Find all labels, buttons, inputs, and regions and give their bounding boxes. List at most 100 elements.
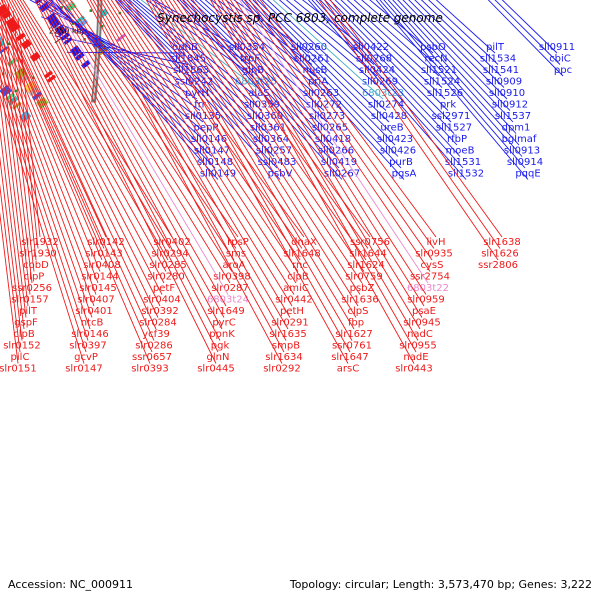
gene-label[interactable]: sms xyxy=(226,249,246,260)
gene-label[interactable]: slr0291 xyxy=(271,318,309,329)
gene-label[interactable]: slr0443 xyxy=(395,364,433,375)
gene-label[interactable]: sll0359 xyxy=(244,100,280,111)
gene-label[interactable]: sll1524 xyxy=(424,77,460,88)
gene-label[interactable]: frr xyxy=(194,100,206,111)
gene-label[interactable]: dpm1 xyxy=(502,123,531,134)
gene-label[interactable]: nadE xyxy=(403,352,428,363)
gene-label[interactable]: slr0407 xyxy=(77,295,115,306)
gene-label[interactable]: slr1932 xyxy=(21,237,59,248)
gene-label[interactable]: slr0404 xyxy=(143,295,181,306)
gene-label[interactable]: slr0287 xyxy=(211,283,249,294)
gene-label[interactable]: sll0428 xyxy=(371,111,407,122)
gene-label[interactable]: ureB xyxy=(380,123,403,134)
gene-label[interactable]: sll1532 xyxy=(448,169,484,180)
gene-label[interactable]: alaS xyxy=(248,88,269,99)
gene-label[interactable]: sll0266 xyxy=(318,146,354,157)
gene-label[interactable]: pepP xyxy=(194,123,219,134)
gene-label[interactable]: slr0408 xyxy=(83,260,121,271)
gene-label[interactable]: fbp xyxy=(348,318,364,329)
gene-label[interactable]: 6803t22 xyxy=(407,283,449,294)
gene-label[interactable]: slr0759 xyxy=(345,272,383,283)
gene-label[interactable]: sll0423 xyxy=(377,134,413,145)
gene-label[interactable]: ssr2754 xyxy=(410,272,450,283)
gene-label[interactable]: ssl0242 xyxy=(175,77,214,88)
gene-label[interactable]: slr0445 xyxy=(197,364,235,375)
gene-label[interactable]: sll0424 xyxy=(359,65,395,76)
gene-label[interactable]: psbZ xyxy=(350,283,375,294)
gene-label[interactable]: slr0959 xyxy=(407,295,445,306)
gene-label[interactable]: sll1526 xyxy=(427,88,463,99)
gene-label[interactable]: moeB xyxy=(446,146,475,157)
gene-label[interactable]: cobD xyxy=(23,260,49,271)
gene-label[interactable]: sll1521 xyxy=(421,65,457,76)
gene-label[interactable]: pilC xyxy=(11,352,30,363)
gene-label[interactable]: psaE xyxy=(412,306,436,317)
gene-label[interactable]: slr0146 xyxy=(71,329,109,340)
gene-label[interactable]: slr1930 xyxy=(19,249,57,260)
gene-label[interactable]: sll0274 xyxy=(368,100,404,111)
gene-label[interactable]: slr0147 xyxy=(65,364,103,375)
gene-label[interactable]: nusB xyxy=(303,65,328,76)
gene-label[interactable]: sll0272 xyxy=(306,100,342,111)
gene-label[interactable]: psbO xyxy=(420,42,446,53)
gene-label[interactable]: sll0135 xyxy=(185,111,221,122)
gene-label[interactable]: glnB xyxy=(242,65,264,76)
gene-label[interactable]: sll0273 xyxy=(309,111,345,122)
gene-label[interactable]: sll0911 xyxy=(539,42,575,53)
gene-label[interactable]: pgsA xyxy=(392,169,417,180)
gene-label[interactable]: rnc xyxy=(292,260,308,271)
gene-label[interactable]: sll1531 xyxy=(445,157,481,168)
gene-label[interactable]: slr1634 xyxy=(265,352,303,363)
gene-label[interactable]: slr0142 xyxy=(87,237,125,248)
gene-label[interactable]: slr0144 xyxy=(81,272,119,283)
gene-label[interactable]: slr0397 xyxy=(69,341,107,352)
gene-label[interactable]: arsC xyxy=(337,364,359,375)
gene-label[interactable]: slr1636 xyxy=(341,295,379,306)
gene-label[interactable]: ppnK xyxy=(209,329,235,340)
gene-label[interactable]: clpB xyxy=(13,329,35,340)
gene-label[interactable]: slr0284 xyxy=(139,318,177,329)
gene-label[interactable]: slr1638 xyxy=(483,237,521,248)
gene-label[interactable]: slr0285 xyxy=(149,260,187,271)
gene-label[interactable]: sll0913 xyxy=(504,146,540,157)
gene-label[interactable]: ssr0756 xyxy=(350,237,390,248)
gene-label[interactable]: ssr0256 xyxy=(12,283,52,294)
gene-label[interactable]: sll0910 xyxy=(489,88,525,99)
gene-label[interactable]: aroA xyxy=(223,260,246,271)
gene-label[interactable]: slr0401 xyxy=(75,306,113,317)
gene-label[interactable]: amiC xyxy=(283,283,309,294)
gene-label[interactable]: petH xyxy=(280,306,304,317)
gene-label[interactable]: slr0280 xyxy=(147,272,185,283)
gene-label[interactable]: sll0147 xyxy=(194,146,230,157)
gene-label[interactable]: pyrH xyxy=(185,88,209,99)
gene-label[interactable]: priA xyxy=(308,77,328,88)
gene-label[interactable]: ppc xyxy=(554,65,572,76)
gene-label[interactable]: sll0268 xyxy=(356,54,392,65)
gene-label[interactable]: 6803t24 xyxy=(207,295,249,306)
gene-label[interactable]: clpP xyxy=(24,272,45,283)
gene-label[interactable]: slr1626 xyxy=(481,249,519,260)
gene-label[interactable]: ssr0761 xyxy=(332,341,372,352)
gene-label[interactable]: cbiC xyxy=(549,54,571,65)
gene-label[interactable]: pilT xyxy=(486,42,505,53)
gene-label[interactable]: slr1627 xyxy=(335,329,373,340)
gene-label[interactable]: slr0152 xyxy=(3,341,41,352)
gene-label[interactable]: slr1649 xyxy=(207,306,245,317)
gene-label[interactable]: slr0935 xyxy=(415,249,453,260)
gene-label[interactable]: petF xyxy=(153,283,175,294)
gene-label[interactable]: slr0286 xyxy=(135,341,173,352)
gene-label[interactable]: sll0364 xyxy=(253,134,289,145)
gene-label[interactable]: clpB xyxy=(287,272,309,283)
gene-label[interactable]: ssl0483 xyxy=(258,157,297,168)
gene-label[interactable]: slr0157 xyxy=(11,295,49,306)
gene-label[interactable]: livH xyxy=(427,237,446,248)
gene-label[interactable]: ssr0657 xyxy=(132,352,172,363)
gene-label[interactable]: pgk xyxy=(211,341,230,352)
gene-label[interactable]: slr0143 xyxy=(85,249,123,260)
gene-label[interactable]: slr1647 xyxy=(331,352,369,363)
gene-label[interactable]: ycf39 xyxy=(142,329,170,340)
gene-label[interactable]: pqqE xyxy=(515,169,540,180)
gene-label[interactable]: gspF xyxy=(14,318,38,329)
gene-label[interactable]: slr0442 xyxy=(275,295,313,306)
gene-label[interactable]: sll0361 xyxy=(250,123,286,134)
